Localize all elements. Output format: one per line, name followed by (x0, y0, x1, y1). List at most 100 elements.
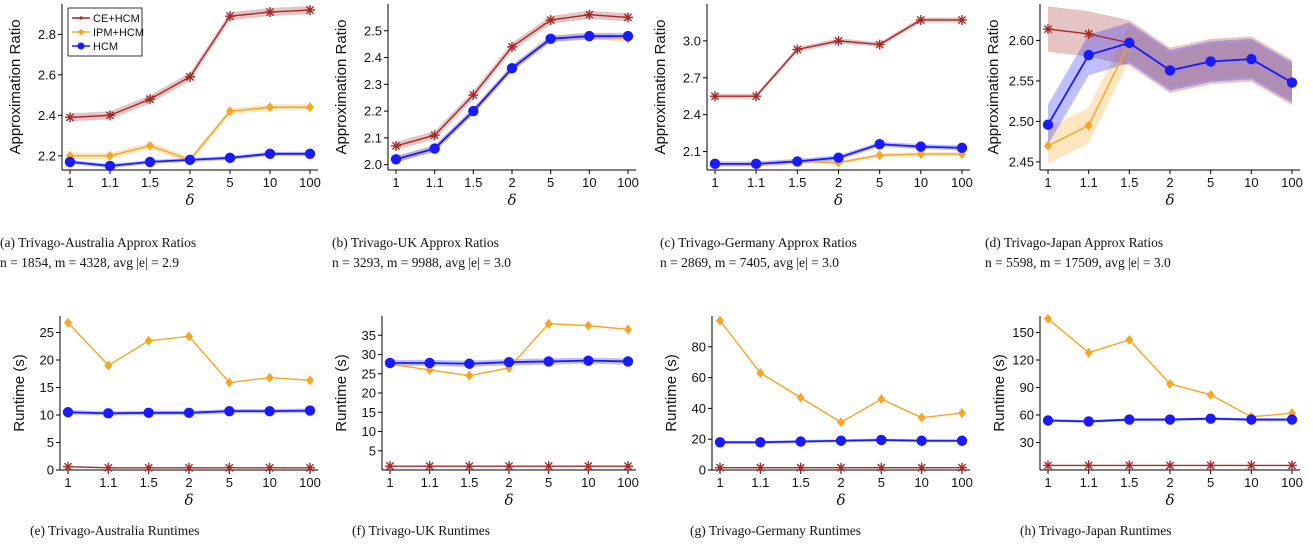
x-tick-label: 5 (876, 175, 883, 190)
y-tick-label: 5 (369, 443, 376, 458)
data-point-ce-hcm (874, 39, 885, 50)
y-tick-label: 10 (40, 408, 54, 423)
data-point-hcm (1164, 65, 1176, 76)
data-point-hcm (464, 358, 475, 369)
data-point-ce-hcm (429, 130, 440, 141)
x-tick-label: 1 (66, 175, 73, 190)
panel-caption: (c) Trivago-Germany Approx Ratios (660, 235, 857, 250)
data-point-hcm (714, 437, 726, 448)
data-point-ipm-hcm (877, 394, 886, 405)
data-point-hcm (874, 138, 885, 150)
data-point-hcm (104, 160, 116, 172)
y-tick-label: 25 (362, 366, 376, 381)
data-point-ipm-hcm (916, 149, 925, 160)
x-tick-label: 100 (951, 175, 973, 190)
chart-panel-b: 2.0 2.1 2.2 2.3 2.4 2.5 1 1.1 1.5 2 5 10 100 δ Approxi… (332, 4, 639, 270)
x-tick-label: 1 (716, 475, 723, 490)
data-point-hcm (1286, 414, 1298, 425)
y-tick-label: 2.7 (683, 70, 701, 85)
confidence-band-ipm-hcm (396, 32, 628, 163)
data-point-ce-hcm (105, 110, 115, 121)
x-tick-label: 1.5 (1120, 175, 1138, 190)
data-point-hcm (224, 152, 236, 164)
x-tick-label: 1 (64, 475, 71, 490)
x-tick-label: 1.5 (460, 475, 478, 490)
data-point-hcm (1083, 49, 1094, 61)
data-point-ipm-hcm (716, 315, 724, 326)
x-axis-label: δ (834, 191, 843, 209)
data-point-ce-hcm (464, 461, 475, 472)
data-point-ce-hcm (584, 9, 595, 20)
y-tick-label: 2.4 (364, 50, 382, 65)
panel-caption: (f) Trivago-UK Runtimes (352, 523, 490, 538)
data-point-ipm-hcm (875, 150, 884, 161)
legend-label: HCM (93, 41, 118, 53)
data-point-hcm (390, 154, 402, 165)
data-point-hcm (795, 436, 806, 447)
data-point-ce-hcm (507, 41, 517, 52)
data-point-hcm (750, 158, 762, 170)
data-point-hcm (956, 435, 968, 446)
x-tick-label: 2 (508, 175, 515, 190)
data-point-ce-hcm (391, 140, 401, 151)
data-point-hcm (64, 156, 76, 168)
data-point-ipm-hcm (265, 372, 274, 383)
legend-marker (77, 42, 85, 50)
data-point-hcm (264, 405, 275, 417)
chart-panel-c: 2.1 2.4 2.7 3.0 1 1.1 1.5 2 5 10 100 δ Approximation… (652, 4, 973, 270)
x-axis-label: δ (504, 491, 513, 509)
x-tick-label: 2 (837, 475, 844, 490)
data-point-ce-hcm (583, 461, 594, 472)
data-point-ce-hcm (876, 462, 887, 473)
data-point-ce-hcm (225, 11, 235, 22)
data-point-hcm (833, 152, 844, 163)
x-tick-label: 1.1 (1080, 175, 1098, 190)
data-point-hcm (62, 407, 74, 418)
data-point-hcm (792, 156, 803, 167)
x-tick-label: 1 (392, 175, 399, 190)
data-point-hcm (304, 405, 316, 416)
x-tick-label: 10 (581, 475, 595, 490)
series-line-hcm (395, 35, 628, 161)
data-point-ipm-hcm (837, 417, 845, 428)
series-line-ce-hcm (715, 19, 962, 97)
data-point-ipm-hcm (64, 317, 72, 328)
panel-caption: (b) Trivago-UK Approx Ratios (332, 235, 499, 250)
data-point-ipm-hcm (544, 318, 553, 329)
x-axis-label: δ (1165, 191, 1174, 209)
confidence-band-ce-hcm (715, 17, 962, 99)
confidence-band-hcm (715, 141, 962, 167)
data-point-ce-hcm (833, 35, 844, 46)
data-point-ce-hcm (1043, 24, 1053, 35)
y-tick-label: 20 (40, 353, 54, 368)
data-point-ce-hcm (915, 14, 926, 25)
data-point-ce-hcm (1083, 28, 1094, 39)
x-tick-label: 1.5 (464, 175, 482, 190)
y-tick-label: 2.50 (1009, 114, 1034, 129)
x-tick-label: 1 (386, 475, 393, 490)
data-point-hcm (876, 434, 887, 446)
data-point-ipm-hcm (185, 331, 193, 342)
x-tick-label: 100 (1281, 475, 1303, 490)
data-point-hcm (143, 407, 154, 418)
y-tick-label: 150 (1012, 325, 1034, 340)
data-point-ipm-hcm (306, 375, 314, 386)
x-tick-label: 10 (582, 175, 596, 190)
data-point-ce-hcm (264, 462, 275, 473)
x-tick-label: 10 (262, 475, 276, 490)
data-point-hcm (503, 357, 515, 368)
data-point-ipm-hcm (226, 106, 234, 117)
data-point-ce-hcm (265, 7, 275, 18)
x-tick-label: 1.5 (1120, 475, 1138, 490)
x-tick-label: 5 (878, 475, 885, 490)
data-point-ce-hcm (1287, 460, 1297, 471)
data-point-ipm-hcm (225, 377, 234, 388)
data-point-hcm (1124, 414, 1135, 425)
data-point-ipm-hcm (306, 102, 314, 113)
panel-subcaption: n = 2869, m = 7405, avg |e| = 3.0 (660, 255, 839, 270)
panel-subcaption: n = 3293, m = 9988, avg |e| = 3.0 (332, 255, 511, 270)
data-point-hcm (543, 356, 554, 367)
y-tick-label: 2.6 (38, 67, 56, 82)
data-point-ipm-hcm (796, 392, 805, 403)
